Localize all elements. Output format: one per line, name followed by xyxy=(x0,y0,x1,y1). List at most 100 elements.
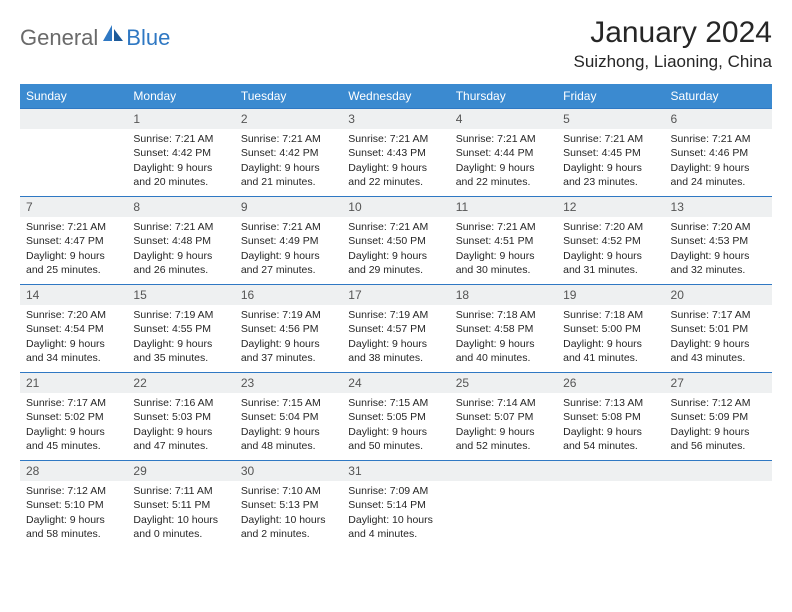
day-detail-line: Sunset: 4:46 PM xyxy=(671,146,766,160)
calendar-header-row: SundayMondayTuesdayWednesdayThursdayFrid… xyxy=(20,84,772,109)
day-detail-line: Sunrise: 7:21 AM xyxy=(563,132,658,146)
day-detail-line: Sunrise: 7:21 AM xyxy=(456,132,551,146)
calendar-cell: 2Sunrise: 7:21 AMSunset: 4:42 PMDaylight… xyxy=(235,109,342,197)
title-block: January 2024 Suizhong, Liaoning, China xyxy=(574,16,772,72)
day-number: 24 xyxy=(342,373,449,393)
day-header: Thursday xyxy=(450,84,557,109)
day-detail-line: Sunrise: 7:21 AM xyxy=(456,220,551,234)
day-detail-line: Sunrise: 7:18 AM xyxy=(563,308,658,322)
day-detail-line: Sunrise: 7:21 AM xyxy=(241,132,336,146)
day-detail-line: Sunset: 4:47 PM xyxy=(26,234,121,248)
day-detail-line: Sunrise: 7:13 AM xyxy=(563,396,658,410)
calendar-cell: 31Sunrise: 7:09 AMSunset: 5:14 PMDayligh… xyxy=(342,461,449,549)
calendar-cell: 9Sunrise: 7:21 AMSunset: 4:49 PMDaylight… xyxy=(235,197,342,285)
day-detail-line: Daylight: 10 hours and 2 minutes. xyxy=(241,513,336,541)
day-detail-line: Sunset: 4:52 PM xyxy=(563,234,658,248)
day-detail-line: Sunset: 5:05 PM xyxy=(348,410,443,424)
calendar-cell xyxy=(20,109,127,197)
day-number: 22 xyxy=(127,373,234,393)
day-detail-line: Daylight: 9 hours and 22 minutes. xyxy=(456,161,551,189)
day-detail-line: Sunset: 5:00 PM xyxy=(563,322,658,336)
calendar-week: 14Sunrise: 7:20 AMSunset: 4:54 PMDayligh… xyxy=(20,285,772,373)
day-detail-line: Sunset: 5:14 PM xyxy=(348,498,443,512)
day-detail-line: Sunrise: 7:21 AM xyxy=(26,220,121,234)
day-detail-line: Sunset: 4:48 PM xyxy=(133,234,228,248)
day-detail-line: Sunrise: 7:21 AM xyxy=(348,220,443,234)
day-detail-line: Sunset: 4:54 PM xyxy=(26,322,121,336)
calendar-cell: 12Sunrise: 7:20 AMSunset: 4:52 PMDayligh… xyxy=(557,197,664,285)
calendar-cell: 8Sunrise: 7:21 AMSunset: 4:48 PMDaylight… xyxy=(127,197,234,285)
calendar-cell xyxy=(665,461,772,549)
month-title: January 2024 xyxy=(574,16,772,50)
day-number: 3 xyxy=(342,109,449,129)
calendar-cell: 15Sunrise: 7:19 AMSunset: 4:55 PMDayligh… xyxy=(127,285,234,373)
day-number: 18 xyxy=(450,285,557,305)
day-number: 11 xyxy=(450,197,557,217)
calendar-cell xyxy=(557,461,664,549)
calendar-cell: 18Sunrise: 7:18 AMSunset: 4:58 PMDayligh… xyxy=(450,285,557,373)
day-detail-line: Sunset: 4:50 PM xyxy=(348,234,443,248)
day-body: Sunrise: 7:16 AMSunset: 5:03 PMDaylight:… xyxy=(127,393,234,457)
day-number: 10 xyxy=(342,197,449,217)
calendar-cell: 19Sunrise: 7:18 AMSunset: 5:00 PMDayligh… xyxy=(557,285,664,373)
calendar-body: 1Sunrise: 7:21 AMSunset: 4:42 PMDaylight… xyxy=(20,109,772,549)
day-number xyxy=(20,109,127,129)
day-detail-line: Daylight: 9 hours and 30 minutes. xyxy=(456,249,551,277)
day-detail-line: Sunset: 5:10 PM xyxy=(26,498,121,512)
day-number: 27 xyxy=(665,373,772,393)
day-detail-line: Daylight: 9 hours and 27 minutes. xyxy=(241,249,336,277)
calendar-cell: 23Sunrise: 7:15 AMSunset: 5:04 PMDayligh… xyxy=(235,373,342,461)
day-detail-line: Daylight: 9 hours and 25 minutes. xyxy=(26,249,121,277)
day-number: 9 xyxy=(235,197,342,217)
day-detail-line: Sunrise: 7:21 AM xyxy=(348,132,443,146)
day-detail-line: Sunrise: 7:21 AM xyxy=(671,132,766,146)
day-detail-line: Daylight: 10 hours and 4 minutes. xyxy=(348,513,443,541)
day-detail-line: Daylight: 9 hours and 35 minutes. xyxy=(133,337,228,365)
day-detail-line: Sunset: 4:53 PM xyxy=(671,234,766,248)
day-body: Sunrise: 7:20 AMSunset: 4:54 PMDaylight:… xyxy=(20,305,127,369)
day-detail-line: Daylight: 9 hours and 38 minutes. xyxy=(348,337,443,365)
calendar-cell xyxy=(450,461,557,549)
day-body: Sunrise: 7:21 AMSunset: 4:49 PMDaylight:… xyxy=(235,217,342,281)
day-detail-line: Daylight: 10 hours and 0 minutes. xyxy=(133,513,228,541)
day-detail-line: Daylight: 9 hours and 45 minutes. xyxy=(26,425,121,453)
day-detail-line: Daylight: 9 hours and 56 minutes. xyxy=(671,425,766,453)
calendar-cell: 11Sunrise: 7:21 AMSunset: 4:51 PMDayligh… xyxy=(450,197,557,285)
calendar-cell: 16Sunrise: 7:19 AMSunset: 4:56 PMDayligh… xyxy=(235,285,342,373)
calendar-cell: 17Sunrise: 7:19 AMSunset: 4:57 PMDayligh… xyxy=(342,285,449,373)
day-number: 8 xyxy=(127,197,234,217)
day-detail-line: Sunrise: 7:11 AM xyxy=(133,484,228,498)
day-detail-line: Daylight: 9 hours and 29 minutes. xyxy=(348,249,443,277)
day-body: Sunrise: 7:21 AMSunset: 4:51 PMDaylight:… xyxy=(450,217,557,281)
day-detail-line: Sunrise: 7:21 AM xyxy=(241,220,336,234)
day-body: Sunrise: 7:21 AMSunset: 4:45 PMDaylight:… xyxy=(557,129,664,193)
day-body: Sunrise: 7:21 AMSunset: 4:43 PMDaylight:… xyxy=(342,129,449,193)
day-detail-line: Daylight: 9 hours and 23 minutes. xyxy=(563,161,658,189)
header: General Blue January 2024 Suizhong, Liao… xyxy=(20,16,772,72)
day-body: Sunrise: 7:12 AMSunset: 5:10 PMDaylight:… xyxy=(20,481,127,545)
day-detail-line: Daylight: 9 hours and 40 minutes. xyxy=(456,337,551,365)
day-detail-line: Sunset: 4:55 PM xyxy=(133,322,228,336)
day-number: 6 xyxy=(665,109,772,129)
day-detail-line: Sunset: 5:01 PM xyxy=(671,322,766,336)
day-header: Monday xyxy=(127,84,234,109)
day-detail-line: Sunset: 5:13 PM xyxy=(241,498,336,512)
day-detail-line: Sunset: 5:11 PM xyxy=(133,498,228,512)
day-body: Sunrise: 7:12 AMSunset: 5:09 PMDaylight:… xyxy=(665,393,772,457)
day-number: 19 xyxy=(557,285,664,305)
day-body: Sunrise: 7:21 AMSunset: 4:48 PMDaylight:… xyxy=(127,217,234,281)
location: Suizhong, Liaoning, China xyxy=(574,52,772,72)
day-body: Sunrise: 7:19 AMSunset: 4:55 PMDaylight:… xyxy=(127,305,234,369)
day-number: 16 xyxy=(235,285,342,305)
calendar-cell: 26Sunrise: 7:13 AMSunset: 5:08 PMDayligh… xyxy=(557,373,664,461)
day-number xyxy=(557,461,664,481)
calendar-cell: 24Sunrise: 7:15 AMSunset: 5:05 PMDayligh… xyxy=(342,373,449,461)
day-detail-line: Sunrise: 7:19 AM xyxy=(348,308,443,322)
day-number: 23 xyxy=(235,373,342,393)
day-detail-line: Daylight: 9 hours and 21 minutes. xyxy=(241,161,336,189)
day-detail-line: Daylight: 9 hours and 20 minutes. xyxy=(133,161,228,189)
calendar-cell: 6Sunrise: 7:21 AMSunset: 4:46 PMDaylight… xyxy=(665,109,772,197)
day-detail-line: Daylight: 9 hours and 47 minutes. xyxy=(133,425,228,453)
day-detail-line: Sunset: 4:49 PM xyxy=(241,234,336,248)
calendar-week: 21Sunrise: 7:17 AMSunset: 5:02 PMDayligh… xyxy=(20,373,772,461)
